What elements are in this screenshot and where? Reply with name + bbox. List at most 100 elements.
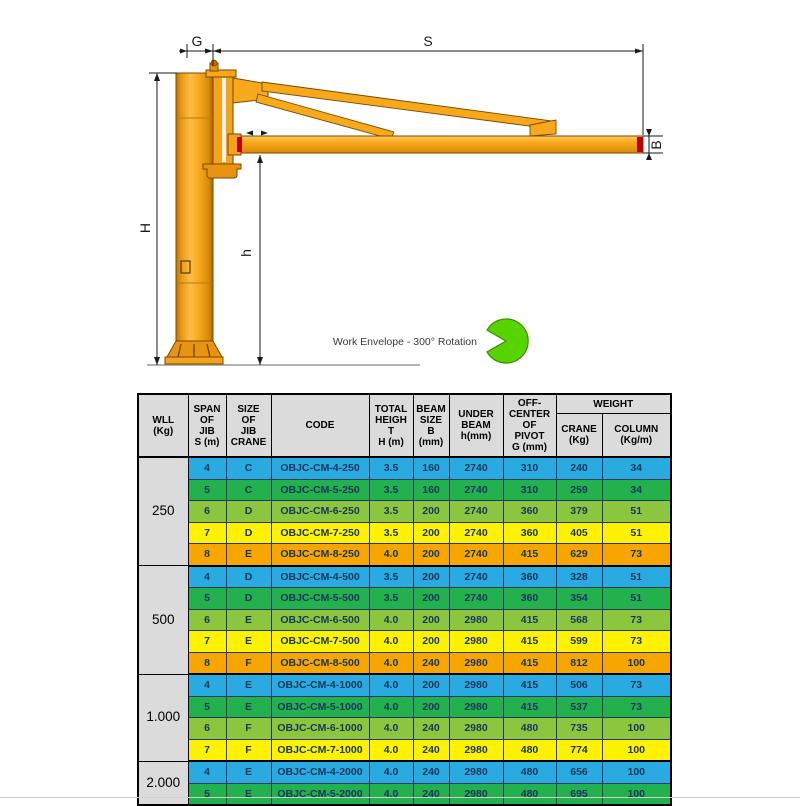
dim-h-total-arrow-bottom [154,357,160,365]
dim-label-h-under: h [238,249,254,257]
cell-off_center: 360 [502,587,557,610]
cell-span: 5 [187,478,227,501]
cell-crane_weight: 537 [555,695,603,718]
table-row: 250 4 C OBJC-CM-4-250 3.5 160 2740 310 240 34 [137,456,672,566]
cell-off_center: 480 [502,717,557,740]
cell-size: E [225,543,272,566]
cell-under_beam: 2740 [448,521,504,544]
cell-off_center: 310 [502,478,557,501]
cell-span: 8 [187,543,227,566]
cell-crane_weight: 259 [555,478,603,501]
dim-g-arrow-left [180,48,187,54]
cell-code: OBJC-CM-5-1000 [270,695,370,718]
crane-column [175,72,214,344]
cell-size: E [225,608,272,631]
cell-span: 7 [187,630,227,653]
dim-s-arrow-right [635,48,643,54]
cell-size: D [225,587,272,610]
beam-top-mark-left [246,130,253,136]
header-crane-weight: CRANE (Kg) [555,413,603,458]
cell-under_beam: 2980 [448,673,504,697]
cell-size: D [225,521,272,544]
table-row: 5 C OBJC-CM-5-250 3.5 160 2740 310 259 34 [138,478,672,501]
spec-table-body: 250 4 C OBJC-CM-4-250 3.5 160 2740 310 240 34 5 C OB… [137,456,672,806]
table-row: 8 E OBJC-CM-8-250 4.0 200 2740 415 629 73 [138,543,672,566]
cell-beam_size: 200 [412,695,450,718]
cell-off_center: 360 [502,564,557,588]
jib-crane-diagram: G S H h B Work Envelope - 300° Rotation [137,33,664,366]
beam-red-mark-left [237,137,242,152]
dim-label-b: B [648,140,664,149]
cell-span: 5 [187,782,227,806]
sleeve-top-cap [205,69,237,78]
cell-size: E [225,695,272,718]
spec-table-header: WLL (Kg) SPAN OF JIB S (m) SIZE OF JIB C… [137,393,672,458]
base-plate [164,356,224,365]
cell-under_beam: 2740 [448,456,504,480]
beam-top-mark-right [261,130,268,136]
cell-under_beam: 2740 [448,478,504,501]
sleeve-stripe [222,78,226,162]
cell-size: D [225,500,272,523]
cell-under_beam: 2980 [448,760,504,784]
cell-off_center: 310 [502,456,557,480]
table-row: 7 D OBJC-CM-7-250 3.5 200 2740 360 405 51 [138,521,672,544]
cell-off_center: 415 [502,608,557,631]
cell-size: C [225,478,272,501]
header-weight: WEIGHT [555,393,672,414]
cell-total_height: 4.0 [368,630,414,653]
cell-crane_weight: 656 [555,760,603,784]
header-total-height: TOTAL HEIGH T H (m) [368,393,414,458]
cell-span: 4 [187,564,227,588]
table-row: 1.000 4 E OBJC-CM-4-1000 4.0 200 2980 415 506 73 [137,673,672,762]
cell-code: OBJC-CM-7-500 [270,630,370,653]
tie-rod-upper [261,81,553,130]
cell-under_beam: 2740 [448,543,504,566]
cell-beam_size: 200 [412,587,450,610]
table-row: 6 D OBJC-CM-6-250 3.5 200 2740 360 379 51 [138,500,672,523]
cell-beam_size: 200 [412,500,450,523]
cell-beam_size: 200 [412,564,450,588]
cell-code: OBJC-CM-6-1000 [270,717,370,740]
dim-label-s: S [423,33,432,49]
cell-code: OBJC-CM-5-500 [270,587,370,610]
cell-span: 4 [187,760,227,784]
cell-under_beam: 2740 [448,587,504,610]
cell-column_weight: 100 [601,782,672,806]
cell-beam_size: 200 [412,673,450,697]
cell-column_weight: 51 [601,500,672,523]
cell-size: E [225,782,272,806]
cell-span: 6 [187,500,227,523]
cell-under_beam: 2980 [448,630,504,653]
cell-crane_weight: 774 [555,738,603,762]
cell-column_weight: 73 [601,673,672,697]
table-row: 2.000 4 E OBJC-CM-4-2000 4.0 240 2980 480 656 100 [137,760,672,806]
cell-crane_weight: 379 [555,500,603,523]
dim-label-g: G [192,33,203,49]
dim-g-arrow-right [205,48,213,54]
cell-code: OBJC-CM-4-1000 [270,673,370,697]
header-off-center: OFF- CENTER OF PIVOT G (mm) [502,393,557,458]
cell-off_center: 360 [502,521,557,544]
dim-h-total-arrow-top [154,73,160,81]
table-row: 7 F OBJC-CM-7-1000 4.0 240 2980 480 774 100 [138,738,672,762]
cell-total_height: 4.0 [368,782,414,806]
cell-code: OBJC-CM-8-500 [270,651,370,675]
table-row: 6 E OBJC-CM-6-500 4.0 200 2980 415 568 73 [138,608,672,631]
dim-b-arrow-bottom [646,153,652,160]
cell-span: 4 [187,456,227,480]
cell-under_beam: 2980 [448,738,504,762]
cell-total_height: 3.5 [368,456,414,480]
cell-crane_weight: 568 [555,608,603,631]
cell-span: 8 [187,651,227,675]
cell-size: F [225,717,272,740]
table-row: 5 D OBJC-CM-5-500 3.5 200 2740 360 354 51 [138,587,672,610]
work-envelope-icon [486,318,529,364]
cell-under_beam: 2980 [448,695,504,718]
cell-off_center: 415 [502,695,557,718]
cell-span: 5 [187,695,227,718]
header-column-weight: COLUMN (Kg/m) [601,413,672,458]
cell-crane_weight: 735 [555,717,603,740]
sleeve-collar [202,163,242,179]
cell-crane_weight: 695 [555,782,603,806]
